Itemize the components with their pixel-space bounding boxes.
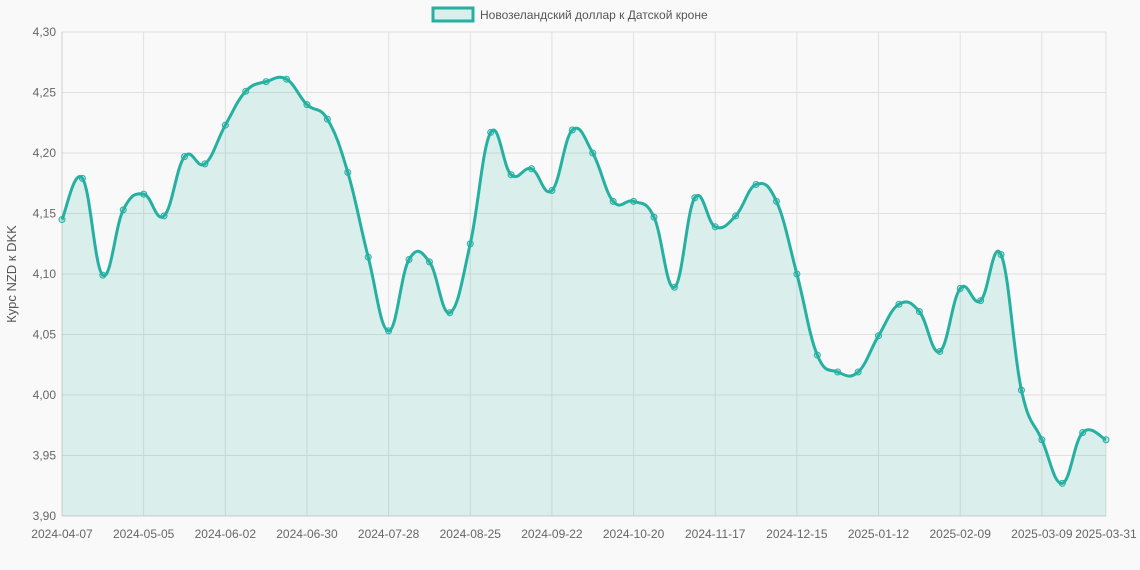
x-axis-ticks: 2024-04-07 2024-05-05 2024-06-02 2024-06-30… — [31, 527, 1137, 541]
x-tick-label: 2024-05-05 — [113, 527, 175, 541]
y-tick-label: 4,20 — [33, 146, 57, 160]
x-tick-label: 2024-11-17 — [685, 527, 746, 541]
legend-label[interactable]: Новозеландский доллар к Датской кроне — [480, 8, 708, 22]
legend[interactable]: Новозеландский доллар к Датской кроне — [431, 6, 708, 23]
data-point[interactable] — [732, 212, 740, 220]
data-point[interactable] — [344, 168, 352, 176]
y-tick-label: 4,00 — [33, 388, 57, 402]
data-point[interactable] — [997, 251, 1005, 259]
data-point[interactable] — [1102, 436, 1110, 444]
data-point[interactable] — [915, 308, 923, 316]
data-point[interactable] — [78, 174, 86, 182]
data-point[interactable] — [323, 115, 331, 123]
data-point[interactable] — [568, 126, 576, 134]
data-point[interactable] — [752, 180, 760, 188]
y-axis-title: Курс NZD к DKK — [4, 225, 19, 323]
data-point[interactable] — [160, 212, 168, 220]
data-point[interactable] — [221, 121, 229, 129]
data-point[interactable] — [1058, 479, 1066, 487]
data-point[interactable] — [854, 368, 862, 376]
y-tick-label: 4,15 — [33, 207, 57, 221]
data-point[interactable] — [385, 327, 393, 335]
data-point[interactable] — [1079, 429, 1087, 437]
data-point[interactable] — [201, 160, 209, 168]
data-point[interactable] — [936, 347, 944, 355]
legend-swatch[interactable] — [431, 6, 475, 23]
data-point[interactable] — [650, 213, 658, 221]
y-tick-label: 3,95 — [33, 449, 57, 463]
x-tick-label: 2024-04-07 — [31, 527, 93, 541]
data-point[interactable] — [119, 206, 127, 214]
series-points — [58, 75, 1110, 487]
data-point[interactable] — [242, 87, 250, 95]
x-tick-label: 2024-10-20 — [603, 527, 665, 541]
data-point[interactable] — [875, 332, 883, 340]
data-point[interactable] — [609, 197, 617, 205]
data-point[interactable] — [548, 187, 556, 195]
data-point[interactable] — [1017, 386, 1025, 394]
data-point[interactable] — [99, 271, 107, 279]
data-point[interactable] — [425, 258, 433, 266]
data-point[interactable] — [793, 270, 801, 278]
data-point[interactable] — [813, 351, 821, 359]
data-point[interactable] — [364, 253, 372, 261]
data-point[interactable] — [772, 197, 780, 205]
data-point[interactable] — [446, 309, 454, 317]
data-point[interactable] — [711, 223, 719, 231]
data-point[interactable] — [670, 283, 678, 291]
y-tick-label: 4,25 — [33, 86, 57, 100]
x-tick-label: 2024-07-28 — [358, 527, 420, 541]
x-tick-label: 2025-03-09 — [1011, 527, 1073, 541]
y-tick-label: 4,30 — [33, 25, 57, 39]
data-point[interactable] — [405, 255, 413, 263]
data-point[interactable] — [895, 300, 903, 308]
data-point[interactable] — [630, 197, 638, 205]
data-point[interactable] — [140, 190, 148, 198]
y-axis-ticks: 4,30 4,25 4,20 4,15 4,10 4,05 4,00 3,95 3,90 — [33, 25, 57, 523]
x-tick-label: 2024-06-30 — [276, 527, 338, 541]
y-tick-label: 3,90 — [33, 509, 57, 523]
data-point[interactable] — [283, 75, 291, 83]
data-point[interactable] — [262, 78, 270, 86]
x-tick-label: 2025-03-31 — [1075, 527, 1137, 541]
data-point[interactable] — [528, 165, 536, 173]
data-point[interactable] — [487, 128, 495, 136]
x-tick-label: 2025-01-12 — [848, 527, 910, 541]
data-point[interactable] — [180, 153, 188, 161]
data-point[interactable] — [977, 297, 985, 305]
x-tick-label: 2024-09-22 — [521, 527, 583, 541]
grid-lines — [61, 31, 1107, 517]
x-tick-label: 2024-12-15 — [766, 527, 828, 541]
data-point[interactable] — [834, 368, 842, 376]
series-area-fill — [62, 77, 1106, 517]
y-tick-label: 4,05 — [33, 328, 57, 342]
data-point[interactable] — [466, 240, 474, 248]
data-point[interactable] — [691, 194, 699, 202]
data-point[interactable] — [303, 101, 311, 109]
data-point[interactable] — [507, 171, 515, 179]
data-point[interactable] — [956, 285, 964, 293]
data-point[interactable] — [58, 216, 66, 224]
series-line — [60, 75, 1107, 485]
x-tick-label: 2024-08-25 — [440, 527, 502, 541]
y-tick-label: 4,10 — [33, 267, 57, 281]
x-tick-label: 2024-06-02 — [195, 527, 257, 541]
data-point[interactable] — [589, 149, 597, 157]
x-tick-label: 2025-02-09 — [929, 527, 991, 541]
data-point[interactable] — [1038, 436, 1046, 444]
